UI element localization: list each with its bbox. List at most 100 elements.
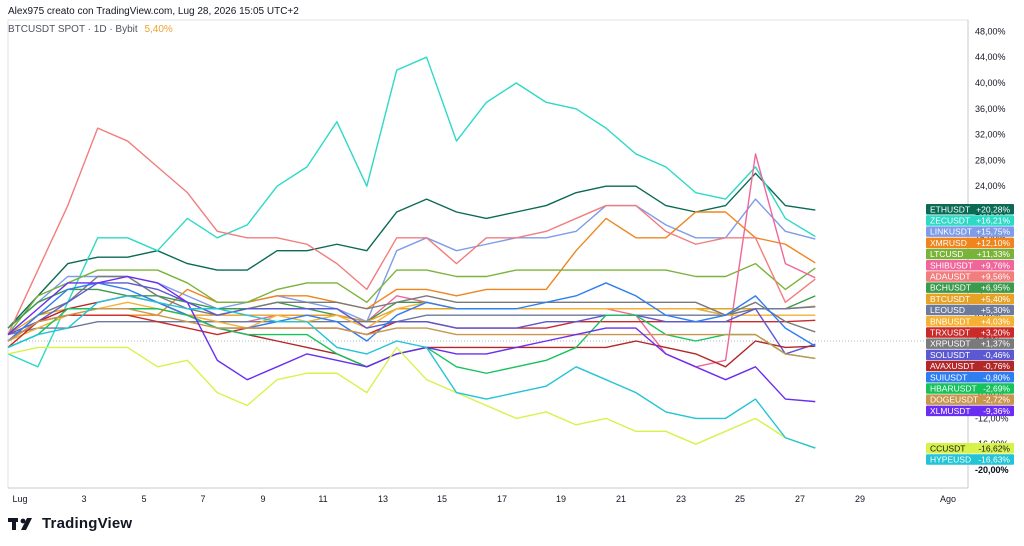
y-tick-label: -20,00% [975,465,1009,475]
legend-symbol: SHIBUSDT [930,260,973,270]
legend-tag-bchusdt: BCHUSDT +6,95% [926,282,1014,293]
legend-tag-dogeusdt: DOGEUSDT -2,72% [926,394,1014,405]
legend-value: -16,63% [978,455,1010,465]
series-line-trxusdt [7,314,816,348]
tradingview-logo-text: TradingView [42,515,133,532]
legend-tag-leousd: LEOUSD +5,30% [926,304,1014,316]
legend-tag-avaxusdt: AVAXUSDT -0,76% [926,360,1014,372]
legend-tag-hbarusdt: HBARUSDT -2,69% [926,383,1014,394]
series-line-adausdt [7,127,816,335]
legend-tag-bg [926,383,1014,394]
symbol-name: BTCUSDT SPOT · 1D · Bybit [8,24,138,35]
legend-value: -2,69% [983,384,1010,394]
legend-tag-bg [926,226,1014,237]
legend-tag-bg [926,327,1014,338]
series-line-solusdt [7,282,816,355]
series-line-ltcusd [7,262,816,335]
legend-symbol: ZECUSDT [930,216,970,226]
legend-tag-bg [926,248,1014,260]
symbol-line: BTCUSDT SPOT · 1D · Bybit 5,40% [8,24,173,35]
x-tick-label: Ago [940,494,956,504]
series-line-xlmusdt [7,275,816,403]
x-tick-label: 29 [855,494,865,504]
tradingview-logo-icon [8,517,32,530]
legend-symbol: SUIUSDT [930,372,967,382]
plot-frame [7,19,969,489]
legend-tag-linkusdt: LINKUSDT +15,75% [926,226,1014,237]
legend-value: +12,10% [976,238,1010,248]
legend-tag-bg [926,204,1014,215]
legend-symbol: ETHUSDT [930,204,970,214]
legend-value: +9,76% [981,260,1011,270]
legend-symbol: LTCUSD [930,249,963,259]
legend-value: -0,80% [983,372,1010,382]
legend-tag-ltcusd: LTCUSD +11,33% [926,248,1014,260]
series-line-dogeusdt [7,308,816,360]
legend-tag-bnbusdt: BNBUSDT +4,03% [926,316,1014,327]
legend-tag-bg [926,304,1014,316]
legend-tag-shibusdt: SHIBUSDT +9,76% [926,260,1014,271]
series-line-leousd [7,306,816,336]
legend-tag-bg [926,405,1014,417]
legend-tag-bg [926,237,1014,249]
x-tick-label: 9 [260,494,265,504]
series-line-ethusdt [7,172,816,329]
legend-symbol: AVAXUSDT [930,361,975,371]
legend-value: -2,72% [983,395,1010,405]
tradingview-logo[interactable]: TradingView [8,515,132,532]
legend-tag-hypeusd: HYPEUSD -16,63% [926,454,1014,465]
legend-tag-bg [926,316,1014,327]
legend-tag-bg [926,282,1014,293]
y-tick-label: 36,00% [975,104,1006,114]
legend-tag-bg [926,271,1014,282]
y-tick-label: -12,00% [975,413,1009,423]
legend-value: +3,20% [981,328,1011,338]
series-line-avaxusdt [7,295,816,368]
legend-symbol: BTCUSDT [930,294,970,304]
legend-value: +6,95% [981,283,1011,293]
x-tick-label: Lug [12,494,27,504]
legend-tag-bg [926,454,1014,465]
legend-value: +4,03% [981,316,1011,326]
legend-value: +20,28% [976,204,1010,214]
legend-value: +5,40% [981,294,1011,304]
legend-tag-bg [926,260,1014,271]
legend-symbol: ADAUSDT [930,272,971,282]
legend-tag-bg [926,293,1014,305]
series-line-zecusdt [7,56,816,368]
legend-value: +15,75% [976,227,1010,237]
legend-tag-bg [926,349,1014,361]
legend-value: +9,56% [981,272,1011,282]
legend-tag-btcusdt: BTCUSDT +5,40% [926,293,1014,305]
symbol-change: 5,40% [144,24,173,35]
legend-symbol: LINKUSDT [930,227,972,237]
legend-symbol: XRPUSDT [930,339,971,349]
x-tick-label: 23 [676,494,686,504]
legend-value: -16,62% [978,443,1010,453]
legend-symbol: LEOUSD [930,305,965,315]
legend-value: +11,33% [977,249,1011,259]
legend-value: -9,36% [983,406,1010,416]
legend-value: +16,21% [976,216,1010,226]
legend-symbol: BCHUSDT [930,283,971,293]
legend-tag-zecusdt: ZECUSDT +16,21% [926,215,1014,226]
legend-tag-xmrusd: XMRUSD +12,10% [926,237,1014,249]
legend-symbol: DOGEUSDT [930,395,978,405]
x-tick-label: 15 [437,494,447,504]
x-tick-label: 7 [200,494,205,504]
series-line-hypeusd [7,295,816,449]
series-line-suiusdt [7,282,816,347]
x-tick-label: 3 [81,494,86,504]
x-tick-label: 25 [735,494,745,504]
legend-value: -0,76% [983,361,1010,371]
legend-tag-bg [926,443,1014,454]
y-tick-label: -20,00% [975,465,1009,475]
series-line-ccusdt [7,346,816,449]
legend-tag-trxusdt: TRXUSDT +3,20% [926,327,1014,338]
y-tick-label: 28,00% [975,155,1006,165]
x-tick-label: 13 [378,494,388,504]
y-tick-label: 44,00% [975,52,1006,62]
x-tick-label: 19 [556,494,566,504]
legend-symbol: XMRUSD [930,238,967,248]
